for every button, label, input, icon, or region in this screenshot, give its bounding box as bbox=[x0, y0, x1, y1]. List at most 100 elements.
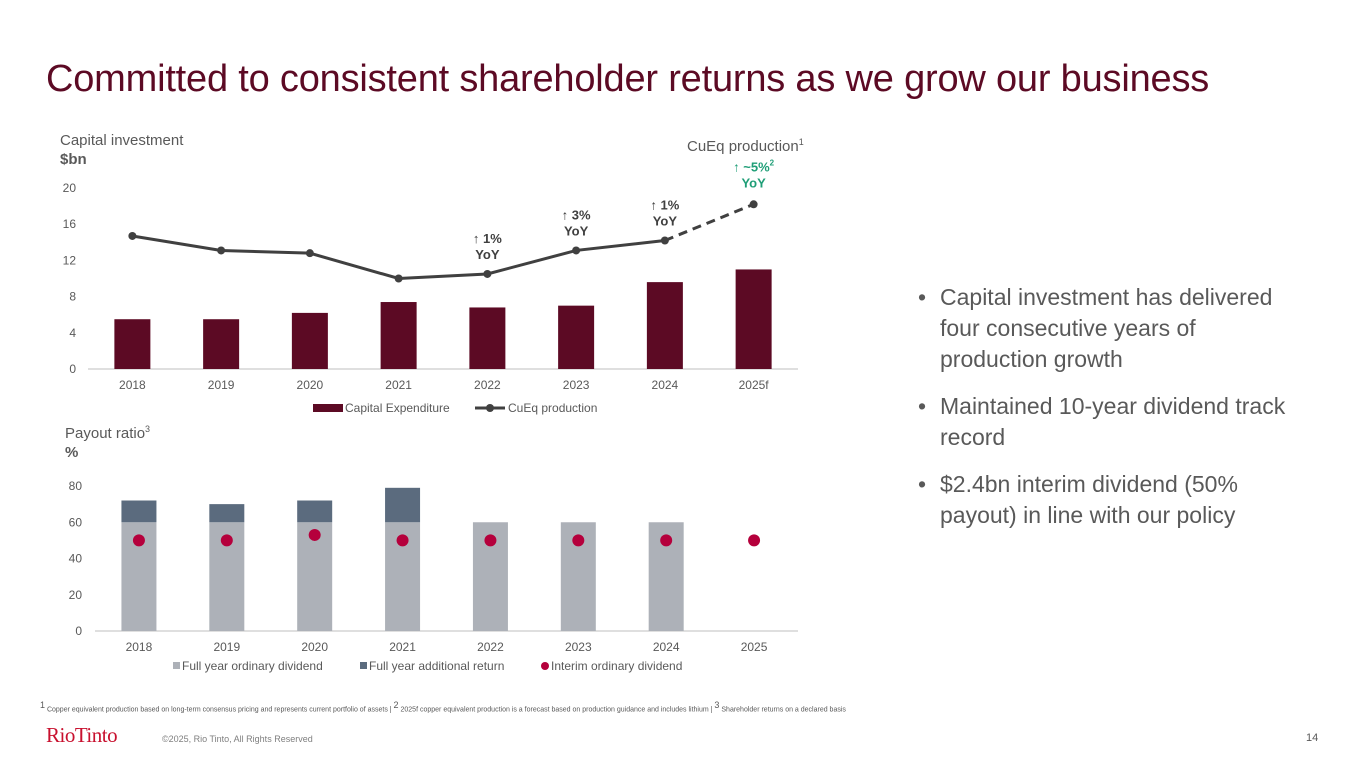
payout-chart-unit: % bbox=[65, 444, 79, 461]
yoy-label: YoY bbox=[741, 175, 766, 190]
y-tick-label: 8 bbox=[69, 290, 76, 304]
interim-dividend-dot bbox=[660, 534, 673, 547]
copyright-text: ©2025, Rio Tinto, All Rights Reserved bbox=[162, 734, 313, 744]
cueq-point bbox=[217, 246, 226, 255]
x-tick-label: 2024 bbox=[653, 640, 680, 654]
yoy-label: YoY bbox=[653, 213, 678, 228]
y-tick-label: 0 bbox=[69, 362, 76, 376]
yoy-label: YoY bbox=[564, 223, 589, 238]
x-tick-label: 2024 bbox=[652, 378, 679, 392]
legend-additional-label: Full year additional return bbox=[369, 659, 504, 673]
capex-bar bbox=[558, 305, 595, 369]
cueq-production-line bbox=[132, 234, 666, 281]
y-tick-label: 40 bbox=[69, 552, 83, 566]
bullet-item: Maintained 10-year dividend track record bbox=[918, 391, 1298, 453]
cueq-forecast-line bbox=[664, 202, 755, 242]
x-tick-label: 2020 bbox=[301, 640, 328, 654]
interim-dividend-dot bbox=[308, 528, 321, 541]
x-tick-label: 2019 bbox=[213, 640, 240, 654]
capex-bar bbox=[735, 269, 772, 369]
additional-return-bar bbox=[385, 487, 421, 523]
y-tick-label: 4 bbox=[69, 326, 76, 340]
yoy-growth-label: ↑ ~5%2 bbox=[733, 158, 775, 174]
interim-dividend-dot bbox=[396, 534, 409, 547]
legend-ordinary-label: Full year ordinary dividend bbox=[182, 659, 323, 673]
capex-bar bbox=[380, 302, 417, 369]
x-tick-label: 2023 bbox=[565, 640, 592, 654]
yoy-growth-label: ↑ 1% bbox=[473, 231, 502, 246]
legend-cueq-label: CuEq production bbox=[508, 401, 597, 415]
footnote-ref-1: 1 bbox=[40, 700, 46, 710]
additional-return-bar bbox=[209, 504, 245, 523]
yoy-growth-label: ↑ 3% bbox=[562, 207, 591, 222]
cueq-point bbox=[572, 246, 581, 255]
yoy-growth-label: ↑ 1% bbox=[650, 197, 679, 212]
x-tick-label: 2022 bbox=[474, 378, 501, 392]
legend-interim-label: Interim ordinary dividend bbox=[551, 659, 682, 673]
capex-chart-title-text: Capital investment bbox=[60, 132, 184, 149]
x-tick-label: 2018 bbox=[126, 640, 153, 654]
x-tick-label: 2025 bbox=[741, 640, 768, 654]
additional-return-bar bbox=[121, 500, 157, 523]
payout-chart-title: Payout ratio3 % bbox=[65, 424, 150, 462]
footnote-ref-2: 2 bbox=[393, 700, 399, 710]
cueq-point bbox=[749, 200, 758, 209]
capex-bar bbox=[291, 312, 328, 369]
cueq-production-label: CuEq production1 bbox=[687, 137, 804, 156]
y-tick-label: 0 bbox=[75, 624, 82, 638]
cueq-point bbox=[394, 274, 403, 283]
payout-ratio-chart: 0 20 40 60 80 2018 2019 2020 2021 2022 2023 2024 202… bbox=[69, 479, 798, 673]
cueq-point bbox=[483, 269, 492, 278]
capital-investment-chart: 0 4 8 12 16 20 2018 2019 2020 2021 2022 2023 2024 202… bbox=[63, 158, 798, 415]
x-tick-label: 2021 bbox=[385, 378, 412, 392]
y-tick-label: 20 bbox=[69, 588, 83, 602]
bullet-item: $2.4bn interim dividend (50% payout) in … bbox=[918, 469, 1298, 531]
payout-footnote-ref: 3 bbox=[145, 424, 151, 434]
y-tick-label: 60 bbox=[69, 515, 83, 529]
interim-dividend-dot bbox=[220, 534, 233, 547]
legend-capex-swatch bbox=[313, 404, 343, 412]
cueq-point bbox=[305, 249, 314, 258]
capex-chart-title: Capital investment $bn bbox=[60, 131, 183, 169]
key-points-list: Capital investment has delivered four co… bbox=[918, 282, 1298, 547]
legend-capex-label: Capital Expenditure bbox=[345, 401, 450, 415]
capex-bar bbox=[646, 282, 683, 369]
x-tick-label: 2019 bbox=[208, 378, 235, 392]
y-tick-label: 12 bbox=[63, 253, 77, 267]
bullet-item: Capital investment has delivered four co… bbox=[918, 282, 1298, 375]
interim-dividend-dot bbox=[132, 534, 145, 547]
legend-ordinary-swatch bbox=[173, 662, 180, 669]
legend-interim-swatch bbox=[541, 662, 549, 670]
legend-cueq-marker bbox=[486, 404, 494, 412]
x-tick-label: 2022 bbox=[477, 640, 504, 654]
payout-chart-title-text: Payout ratio bbox=[65, 425, 146, 442]
x-tick-label: 2025f bbox=[739, 378, 770, 392]
y-tick-label: 16 bbox=[63, 217, 77, 231]
x-tick-label: 2021 bbox=[389, 640, 416, 654]
footnote-ref-3: 3 bbox=[714, 700, 720, 710]
x-tick-label: 2018 bbox=[119, 378, 146, 392]
capex-bar bbox=[114, 319, 151, 369]
cueq-footnote-ref: 1 bbox=[798, 137, 804, 147]
slide-title: Committed to consistent shareholder retu… bbox=[46, 58, 1210, 100]
y-tick-label: 20 bbox=[63, 181, 77, 195]
capex-chart-unit: $bn bbox=[60, 151, 87, 168]
x-tick-label: 2023 bbox=[563, 378, 590, 392]
cueq-point bbox=[128, 231, 137, 240]
interim-dividend-dot bbox=[572, 534, 585, 547]
interim-dividend-dot bbox=[748, 534, 761, 547]
y-tick-label: 80 bbox=[69, 479, 83, 493]
footnote-text-1: Copper equivalent production based on lo… bbox=[45, 706, 394, 714]
legend-additional-swatch bbox=[360, 662, 367, 669]
x-tick-label: 2020 bbox=[297, 378, 324, 392]
footnote: 1 Copper equivalent production based on … bbox=[40, 701, 846, 714]
cueq-point bbox=[660, 236, 669, 245]
footnote-text-3: Shareholder returns on a declared basis bbox=[719, 706, 846, 714]
page-number: 14 bbox=[1306, 732, 1319, 744]
additional-return-bar bbox=[297, 500, 333, 523]
interim-dividend-dot bbox=[484, 534, 497, 547]
yoy-label: YoY bbox=[475, 247, 500, 262]
capex-bar bbox=[469, 307, 506, 369]
capex-bar bbox=[203, 319, 240, 369]
cueq-production-label-text: CuEq production bbox=[687, 138, 799, 155]
